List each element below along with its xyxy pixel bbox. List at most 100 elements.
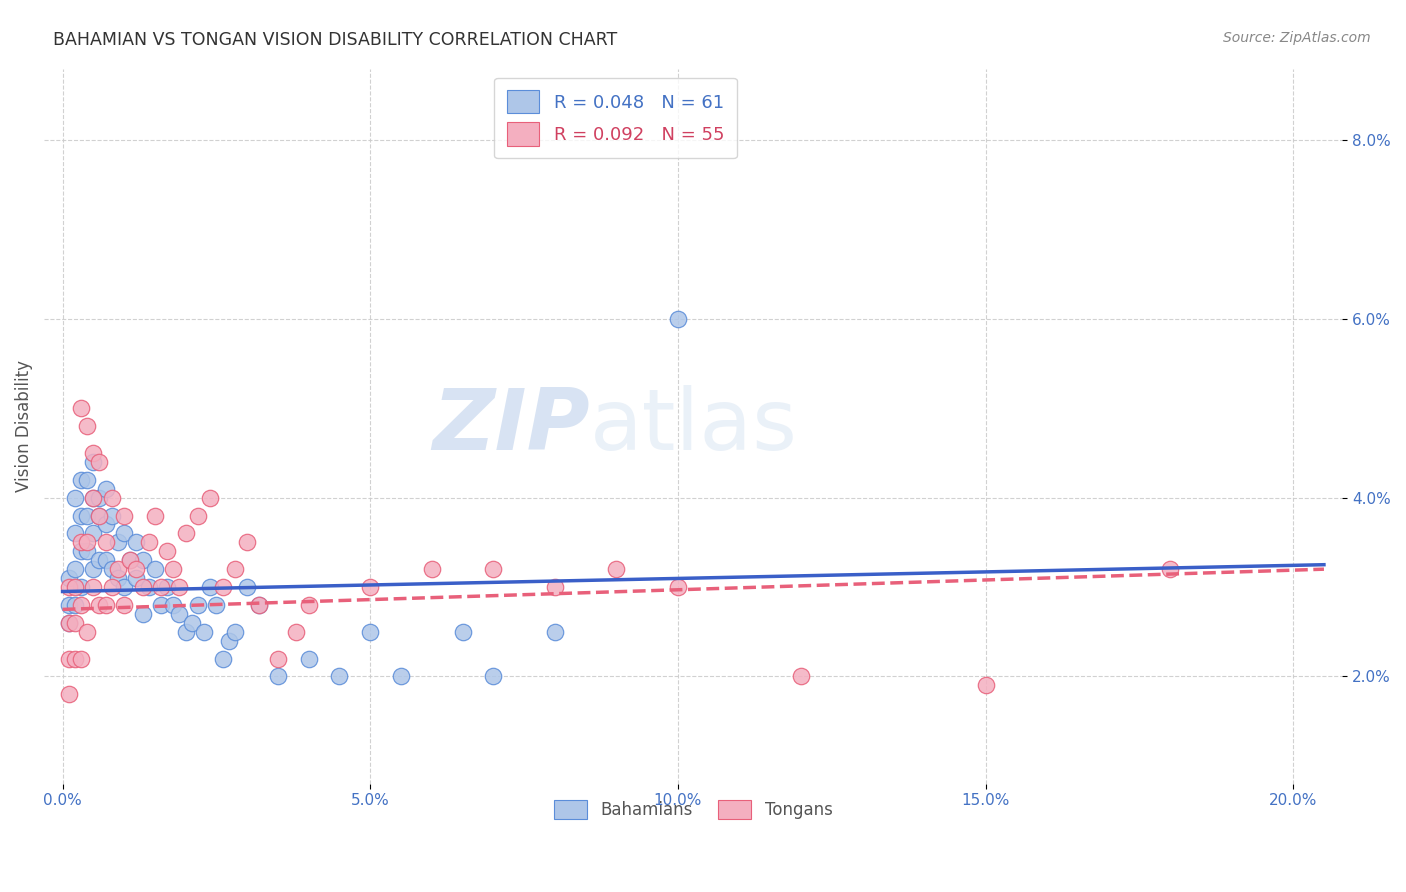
Point xyxy=(298,598,321,612)
Point xyxy=(451,624,474,639)
Y-axis label: Vision Disability: Vision Disability xyxy=(15,360,32,492)
Point xyxy=(82,446,104,460)
Point xyxy=(82,580,104,594)
Point xyxy=(70,580,93,594)
Point xyxy=(150,580,173,594)
Point xyxy=(143,562,166,576)
Point xyxy=(70,473,93,487)
Point xyxy=(58,580,80,594)
Point xyxy=(63,562,86,576)
Point xyxy=(107,562,129,576)
Point xyxy=(150,598,173,612)
Point xyxy=(249,598,271,612)
Point xyxy=(89,455,111,469)
Point xyxy=(63,580,86,594)
Point xyxy=(544,624,567,639)
Point xyxy=(89,553,111,567)
Point xyxy=(974,678,997,692)
Point xyxy=(249,598,271,612)
Point xyxy=(236,580,259,594)
Point xyxy=(131,553,153,567)
Point xyxy=(76,419,98,434)
Point xyxy=(76,473,98,487)
Point xyxy=(58,598,80,612)
Point xyxy=(63,598,86,612)
Point xyxy=(790,669,813,683)
Point xyxy=(359,624,381,639)
Point xyxy=(112,580,135,594)
Point xyxy=(70,651,93,665)
Point xyxy=(120,553,142,567)
Point xyxy=(58,687,80,701)
Point xyxy=(101,562,124,576)
Point xyxy=(82,491,104,505)
Point xyxy=(125,562,148,576)
Point xyxy=(82,562,104,576)
Point xyxy=(89,598,111,612)
Point xyxy=(169,607,191,621)
Point xyxy=(666,311,689,326)
Point xyxy=(156,544,179,558)
Text: BAHAMIAN VS TONGAN VISION DISABILITY CORRELATION CHART: BAHAMIAN VS TONGAN VISION DISABILITY COR… xyxy=(53,31,617,49)
Point xyxy=(94,598,117,612)
Point xyxy=(120,553,142,567)
Point xyxy=(76,544,98,558)
Point xyxy=(482,562,505,576)
Point xyxy=(112,598,135,612)
Point xyxy=(82,526,104,541)
Point xyxy=(285,624,308,639)
Point xyxy=(76,624,98,639)
Point xyxy=(224,562,246,576)
Legend: Bahamians, Tongans: Bahamians, Tongans xyxy=(547,793,839,825)
Text: Source: ZipAtlas.com: Source: ZipAtlas.com xyxy=(1223,31,1371,45)
Point xyxy=(187,508,209,523)
Point xyxy=(70,544,93,558)
Point xyxy=(389,669,412,683)
Point xyxy=(211,580,233,594)
Point xyxy=(63,491,86,505)
Point xyxy=(101,580,124,594)
Point xyxy=(94,535,117,549)
Point xyxy=(82,491,104,505)
Point xyxy=(180,615,202,630)
Point xyxy=(143,508,166,523)
Point xyxy=(666,580,689,594)
Point xyxy=(482,669,505,683)
Point xyxy=(236,535,259,549)
Point xyxy=(328,669,350,683)
Text: ZIP: ZIP xyxy=(432,384,589,467)
Point xyxy=(200,491,222,505)
Point xyxy=(125,571,148,585)
Point xyxy=(76,508,98,523)
Point xyxy=(63,615,86,630)
Point xyxy=(63,651,86,665)
Point xyxy=(70,598,93,612)
Point xyxy=(420,562,443,576)
Point xyxy=(131,607,153,621)
Point xyxy=(63,526,86,541)
Point xyxy=(112,508,135,523)
Point xyxy=(125,535,148,549)
Point xyxy=(58,651,80,665)
Point xyxy=(58,615,80,630)
Point xyxy=(359,580,381,594)
Point xyxy=(156,580,179,594)
Point xyxy=(131,580,153,594)
Point xyxy=(605,562,627,576)
Point xyxy=(187,598,209,612)
Point xyxy=(101,508,124,523)
Point xyxy=(162,562,184,576)
Point xyxy=(82,455,104,469)
Point xyxy=(94,482,117,496)
Point xyxy=(58,615,80,630)
Point xyxy=(193,624,215,639)
Point xyxy=(205,598,228,612)
Point xyxy=(107,535,129,549)
Point xyxy=(138,535,160,549)
Point xyxy=(224,624,246,639)
Text: atlas: atlas xyxy=(589,384,797,467)
Point xyxy=(267,669,290,683)
Point xyxy=(544,580,567,594)
Point xyxy=(70,401,93,416)
Point xyxy=(76,535,98,549)
